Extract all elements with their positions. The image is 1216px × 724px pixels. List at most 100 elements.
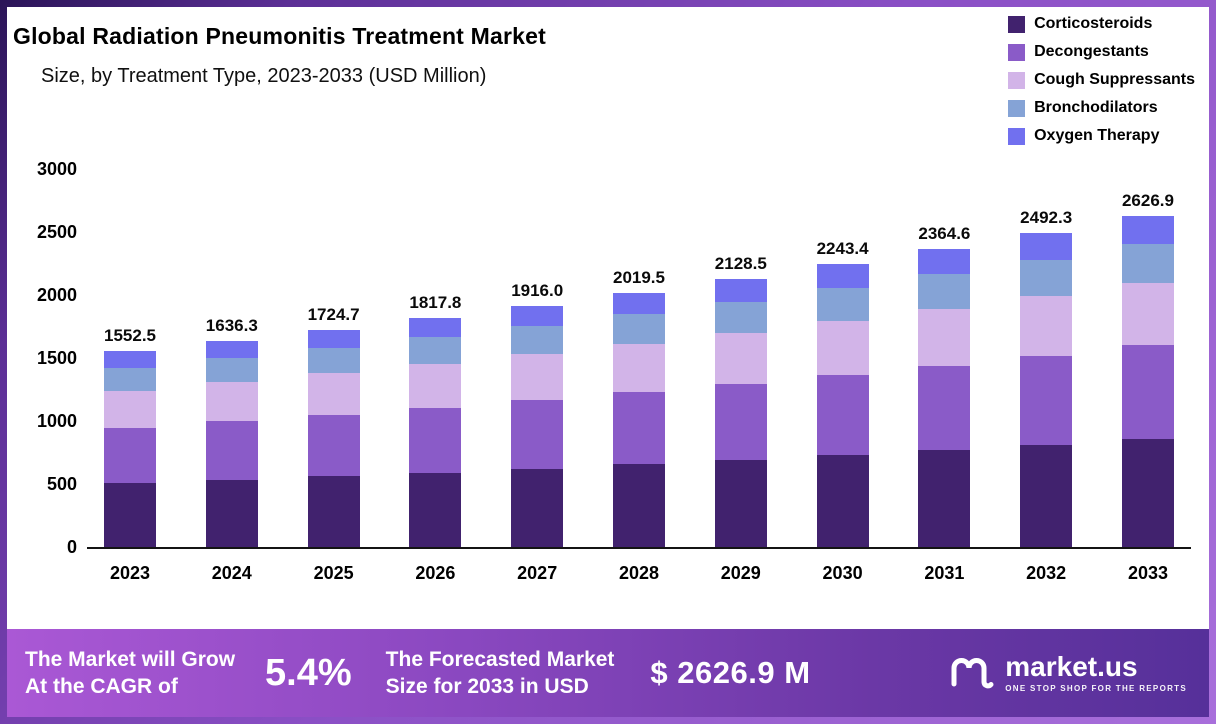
legend-swatch-icon bbox=[1008, 127, 1026, 145]
bar-column: 1552.5 bbox=[99, 326, 161, 547]
legend-swatch-icon bbox=[1008, 15, 1026, 33]
bar-segment-bronchodilators bbox=[816, 288, 869, 322]
x-tick-label: 2029 bbox=[720, 563, 761, 583]
brand-tagline: ONE STOP SHOP FOR THE REPORTS bbox=[1005, 684, 1187, 693]
cagr-caption-line2: At the CAGR of bbox=[25, 675, 178, 698]
legend-label: Decongestants bbox=[1034, 43, 1149, 60]
x-axis: 2023 2024 2025 2026 2027 2028 2029 2030 2031 2032… bbox=[87, 563, 1191, 584]
bar-segment-corticosteroids bbox=[1121, 439, 1174, 547]
bar-total-label: 2364.6 bbox=[918, 224, 971, 244]
bar-segment-bronchodilators bbox=[205, 358, 258, 383]
bar-column: 2492.3 bbox=[1015, 208, 1077, 547]
forecast-caption-line2: Size for 2033 in USD bbox=[385, 675, 589, 698]
x-tick-label: 2033 bbox=[1127, 563, 1168, 583]
bar-segment-cough-suppressants bbox=[307, 373, 360, 415]
bar-segment-corticosteroids bbox=[205, 480, 258, 547]
brand-logo: market.us ONE STOP SHOP FOR THE REPORTS bbox=[949, 652, 1191, 695]
legend-label: Oxygen Therapy bbox=[1034, 127, 1160, 144]
bar-segment-oxygen-therapy bbox=[104, 351, 156, 368]
x-tick-label: 2027 bbox=[517, 563, 558, 583]
bar-segment-oxygen-therapy bbox=[714, 278, 767, 302]
bar-segment-oxygen-therapy bbox=[918, 249, 971, 275]
bar-total-label: 1552.5 bbox=[104, 326, 156, 346]
bar-column: 2626.9 bbox=[1117, 191, 1179, 547]
bar-total-label: 2492.3 bbox=[1020, 207, 1073, 227]
bar-segment-oxygen-therapy bbox=[816, 264, 869, 289]
bar-segment-cough-suppressants bbox=[104, 390, 156, 428]
bar-column: 2243.4 bbox=[812, 239, 874, 547]
bar-column: 1636.3 bbox=[201, 316, 263, 547]
legend-label: Corticosteroids bbox=[1034, 15, 1153, 32]
footer-banner: The Market will Grow At the CAGR of 5.4%… bbox=[7, 629, 1209, 717]
legend-label: Bronchodilators bbox=[1034, 99, 1158, 116]
bar-column: 2128.5 bbox=[710, 254, 772, 547]
y-axis: 0 500 1000 1500 2000 2500 3000 bbox=[15, 159, 87, 557]
bar-segment-corticosteroids bbox=[714, 459, 767, 547]
bar-segment-decongestants bbox=[511, 399, 564, 469]
y-tick-label: 1500 bbox=[36, 348, 77, 368]
page-title: Global Radiation Pneumonitis Treatment M… bbox=[13, 23, 546, 49]
stacked-bar bbox=[307, 329, 360, 547]
legend-item-corticosteroids: Corticosteroids bbox=[1008, 15, 1195, 33]
bar-column: 1817.8 bbox=[404, 293, 466, 547]
legend-swatch-icon bbox=[1008, 43, 1026, 61]
bar-segment-cough-suppressants bbox=[918, 309, 971, 366]
bar-segment-bronchodilators bbox=[511, 326, 564, 355]
bar-segment-cough-suppressants bbox=[816, 321, 869, 375]
bar-segment-decongestants bbox=[816, 374, 869, 456]
stacked-bar bbox=[612, 292, 665, 547]
stacked-bar bbox=[511, 305, 564, 547]
bar-segment-cough-suppressants bbox=[714, 332, 767, 384]
bar-segment-corticosteroids bbox=[918, 450, 971, 547]
bar-segment-decongestants bbox=[409, 407, 462, 473]
bar-segment-oxygen-therapy bbox=[307, 329, 360, 349]
x-tick-label: 2024 bbox=[211, 563, 252, 583]
y-tick-label: 3000 bbox=[36, 159, 77, 179]
y-tick-label: 0 bbox=[66, 537, 77, 557]
bar-segment-corticosteroids bbox=[511, 468, 564, 547]
stacked-bar bbox=[918, 249, 971, 547]
forecast-caption: The Forecasted Market Size for 2033 in U… bbox=[386, 646, 615, 701]
bar-segment-cough-suppressants bbox=[511, 354, 564, 400]
legend-swatch-icon bbox=[1008, 71, 1026, 89]
stacked-bar bbox=[1121, 216, 1174, 547]
bar-segment-bronchodilators bbox=[918, 274, 971, 310]
bar-total-label: 1724.7 bbox=[307, 304, 360, 324]
bar-segment-oxygen-therapy bbox=[1020, 232, 1073, 260]
bar-segment-bronchodilators bbox=[409, 337, 462, 365]
legend-item-decongestants: Decongestants bbox=[1008, 43, 1195, 61]
legend-swatch-icon bbox=[1008, 99, 1026, 117]
bar-total-label: 2128.5 bbox=[714, 253, 767, 273]
stacked-bar bbox=[714, 278, 767, 547]
bar-segment-decongestants bbox=[714, 383, 767, 460]
y-tick-label: 1000 bbox=[36, 411, 77, 431]
bar-total-label: 2243.4 bbox=[816, 239, 869, 259]
bar-segment-corticosteroids bbox=[104, 483, 156, 547]
x-tick-label: 2032 bbox=[1026, 563, 1067, 583]
bar-column: 2019.5 bbox=[608, 268, 670, 547]
forecast-value: $ 2626.9 M bbox=[650, 655, 811, 690]
bar-segment-decongestants bbox=[307, 414, 360, 477]
bars-area: 1552.5 1636.3 1724.7 1817.8 1916.0 2019.5 2128… bbox=[87, 169, 1191, 549]
bar-column: 1916.0 bbox=[506, 281, 568, 547]
market-us-logo-icon bbox=[949, 652, 995, 695]
x-tick-label: 2028 bbox=[618, 563, 659, 583]
bar-segment-cough-suppressants bbox=[205, 382, 258, 422]
cagr-caption: The Market will Grow At the CAGR of bbox=[25, 646, 235, 701]
x-tick-label: 2031 bbox=[924, 563, 965, 583]
bar-segment-cough-suppressants bbox=[409, 364, 462, 408]
bar-total-label: 2626.9 bbox=[1121, 191, 1174, 211]
x-tick-label: 2026 bbox=[415, 563, 456, 583]
bar-segment-corticosteroids bbox=[816, 455, 869, 547]
x-tick-label: 2025 bbox=[313, 563, 354, 583]
bar-segment-oxygen-therapy bbox=[409, 317, 462, 338]
legend-item-oxygen-therapy: Oxygen Therapy bbox=[1008, 127, 1195, 145]
bar-segment-bronchodilators bbox=[307, 348, 360, 374]
legend: Corticosteroids Decongestants Cough Supp… bbox=[1008, 15, 1195, 145]
y-tick-label: 2500 bbox=[36, 222, 77, 242]
bar-segment-decongestants bbox=[918, 365, 971, 451]
bar-segment-decongestants bbox=[104, 427, 156, 484]
stacked-bar bbox=[1020, 232, 1073, 547]
bar-segment-cough-suppressants bbox=[1121, 282, 1174, 346]
bar-segment-cough-suppressants bbox=[1020, 296, 1073, 356]
